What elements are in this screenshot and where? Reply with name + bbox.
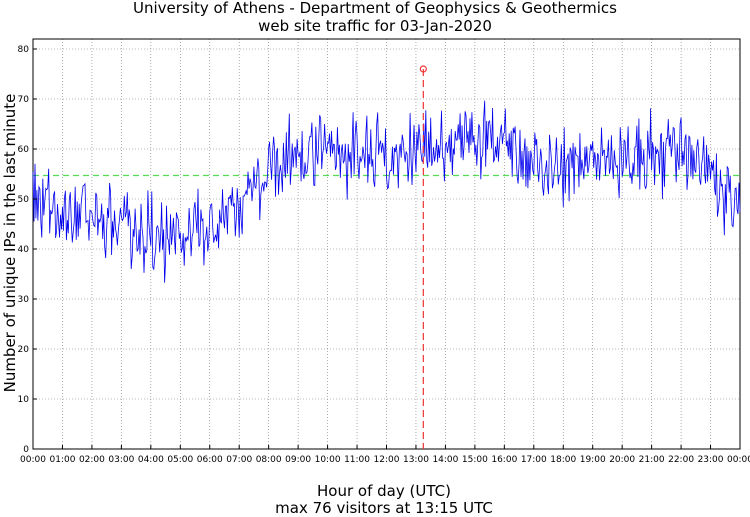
y-tick-label: 10 — [18, 395, 30, 405]
chart-subtitle: web site traffic for 03-Jan-2020 — [258, 17, 492, 35]
x-tick-label: 17:00 — [521, 455, 547, 465]
y-tick-label: 0 — [23, 445, 29, 455]
grid-lines — [33, 39, 740, 449]
x-tick-label: 02:00 — [79, 455, 105, 465]
x-tick-label: 01:00 — [49, 455, 75, 465]
x-tick-label: 23:00 — [698, 455, 724, 465]
x-tick-label: 06:00 — [197, 455, 223, 465]
x-tick-label: 14:00 — [432, 455, 458, 465]
x-tick-label: 08:00 — [256, 455, 282, 465]
x-axis-label: Hour of day (UTC) — [317, 482, 451, 500]
x-tick-label: 05:00 — [167, 455, 193, 465]
x-tick-label: 00:00 — [20, 455, 46, 465]
y-tick-label: 40 — [18, 245, 30, 255]
x-tick-label: 12:00 — [374, 455, 400, 465]
x-tick-label: 07:00 — [226, 455, 252, 465]
y-tick-label: 30 — [18, 295, 30, 305]
line-chart: 00:00 01:00 02:00 03:00 04:00 05:00 06:00 07:00… — [18, 38, 750, 465]
x-tick-label: 20:00 — [609, 455, 635, 465]
y-tick-label: 80 — [18, 45, 30, 55]
x-tick-label: 00:00 — [727, 455, 750, 465]
y-axis-label-text: Number of unique IPs in the last minute — [1, 93, 19, 393]
series-line-traffic — [32, 100, 741, 283]
chart-title: University of Athens - Department of Geo… — [133, 0, 617, 17]
x-tick-label: 13:00 — [403, 455, 429, 465]
y-tick-label: 60 — [18, 145, 30, 155]
x-tick-label: 18:00 — [550, 455, 576, 465]
x-tick-label: 15:00 — [462, 455, 488, 465]
x-tick-label: 11:00 — [344, 455, 370, 465]
x-tick-label: 04:00 — [138, 455, 164, 465]
max-marker-point — [419, 65, 427, 73]
x-tick-label: 19:00 — [580, 455, 606, 465]
x-tick-label: 10:00 — [315, 455, 341, 465]
x-tick-label: 22:00 — [668, 455, 694, 465]
x-tick-label: 03:00 — [108, 455, 134, 465]
y-tick-label: 50 — [18, 195, 30, 205]
x-tick-label: 21:00 — [639, 455, 665, 465]
y-axis-ticks: 0 10 20 30 40 50 60 70 80 — [18, 45, 37, 455]
y-tick-label: 20 — [18, 345, 30, 355]
x-axis-ticks: 00:00 01:00 02:00 03:00 04:00 05:00 06:00 07:00… — [20, 445, 750, 465]
y-tick-label: 70 — [18, 95, 30, 105]
x-tick-label: 16:00 — [491, 455, 517, 465]
x-axis-sublabel: max 76 visitors at 13:15 UTC — [275, 499, 493, 517]
x-tick-label: 09:00 — [285, 455, 311, 465]
